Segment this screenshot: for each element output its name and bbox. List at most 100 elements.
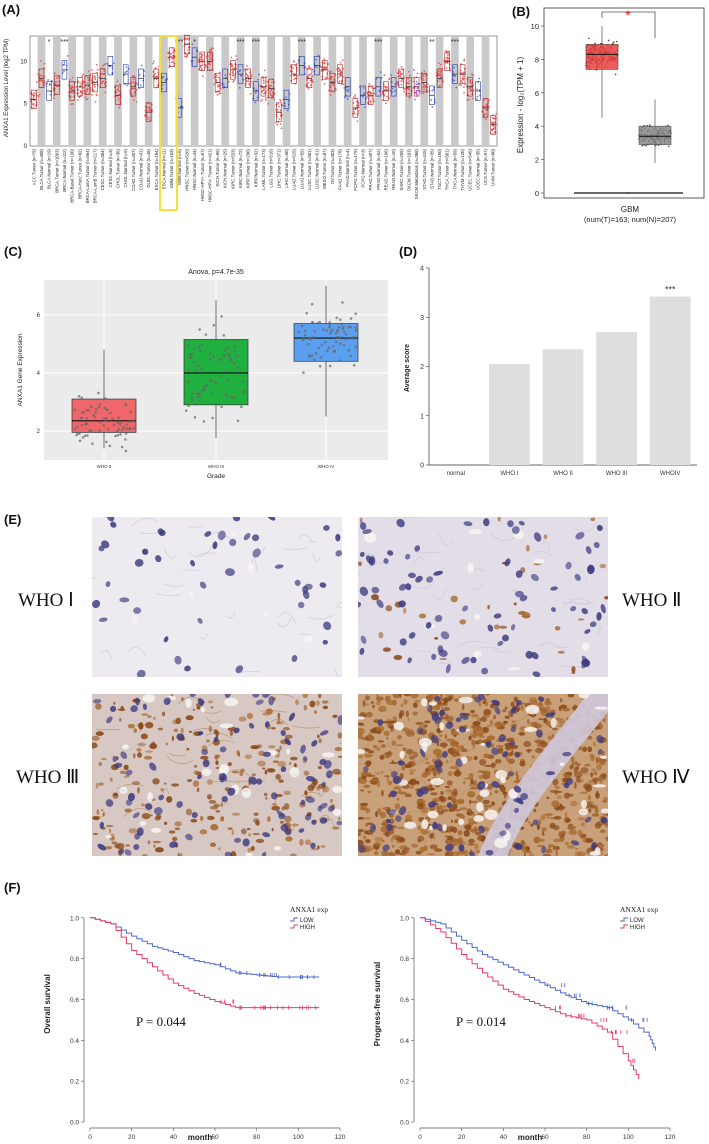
stain-granule <box>593 743 597 747</box>
panel-a-point <box>414 91 416 94</box>
stain-granule <box>511 749 514 756</box>
stain-granule <box>555 717 562 721</box>
stain-granule <box>571 670 576 675</box>
stain-granule <box>444 785 451 789</box>
stain-granule <box>253 817 260 824</box>
stain-granule <box>586 800 594 806</box>
tissue-gap <box>189 592 195 598</box>
stain-granule <box>530 721 539 727</box>
stain-granule <box>415 780 420 785</box>
tissue-fibre <box>574 522 598 532</box>
cell-nucleus <box>112 755 118 762</box>
stain-granule <box>414 700 421 703</box>
panel-a-point <box>218 71 221 74</box>
stain-granule <box>302 694 309 699</box>
panel-a-point <box>431 106 434 108</box>
tissue-gap <box>399 750 405 759</box>
panel-a-point <box>227 80 230 83</box>
stain-granule <box>358 561 363 567</box>
stain-granule <box>450 839 459 846</box>
tissue-gap <box>589 851 602 856</box>
panel-c-point <box>241 391 245 394</box>
cell-nucleus <box>497 640 504 646</box>
panel-a-point <box>323 66 326 69</box>
panel-a-point <box>106 62 108 65</box>
cell-nucleus <box>98 545 105 552</box>
stain-granule <box>393 654 403 660</box>
panel-a-point <box>445 52 448 54</box>
panel-a-point <box>278 105 281 108</box>
stain-granule <box>556 805 566 810</box>
stain-granule <box>603 853 608 856</box>
panel-c-point <box>117 416 120 419</box>
cell-nucleus <box>504 822 511 829</box>
stain-granule <box>566 844 575 849</box>
cell-nucleus <box>284 828 292 836</box>
stain-granule <box>552 778 559 786</box>
cell-nucleus <box>476 781 486 790</box>
stain-granule <box>483 753 489 759</box>
cell-nucleus <box>596 524 603 532</box>
panel-a-point <box>423 70 426 73</box>
panel-a-point <box>98 76 101 79</box>
panel-a-point <box>69 96 72 99</box>
cell-nucleus <box>444 844 454 852</box>
panel-c-point <box>297 330 301 334</box>
panel-a-point <box>256 96 259 99</box>
panel-a-xtick: READ.Tumor (n=166) <box>383 148 388 190</box>
panel-a-xtick: GBM.Normal (n=5) <box>177 148 182 185</box>
panel-c-point <box>329 329 333 333</box>
cell-nucleus <box>251 534 260 542</box>
panel-a-point <box>38 93 41 96</box>
panel-c-point <box>210 379 214 382</box>
km-curve-low <box>90 917 320 978</box>
panel-a-xtick: THYM.Tumor (n=120) <box>460 148 465 190</box>
panel-a-point <box>63 63 66 66</box>
panel-c-point <box>310 302 314 306</box>
cell-nucleus <box>212 541 218 550</box>
panel-a-point <box>339 61 342 64</box>
panel-a-band <box>297 36 306 146</box>
km-xtick: 100 <box>623 1134 634 1141</box>
panel-c-point <box>184 409 188 412</box>
stain-granule <box>597 843 605 849</box>
stain-granule <box>208 800 217 804</box>
cell-nucleus <box>227 787 236 796</box>
tissue-fibre <box>203 807 205 809</box>
panel-a-point <box>124 83 126 86</box>
cell-nucleus <box>510 726 517 733</box>
stain-granule <box>594 808 599 814</box>
panel-a-point <box>415 80 418 83</box>
stain-granule <box>486 735 496 741</box>
panel-a-point <box>373 92 375 95</box>
stain-granule <box>380 744 387 748</box>
panel-label-f: (F) <box>4 880 21 895</box>
panel-a-point <box>268 86 270 88</box>
stain-granule <box>321 700 329 704</box>
cell-nucleus <box>256 778 263 785</box>
stain-granule <box>391 740 397 746</box>
panel-c-point <box>208 357 212 361</box>
panel-c-point <box>105 440 108 444</box>
cell-nucleus <box>362 529 372 535</box>
panel-a-point <box>218 92 221 95</box>
panel-a-band <box>98 36 107 146</box>
panel-a-point <box>161 84 164 86</box>
panel-a-point <box>365 97 368 100</box>
cell-nucleus <box>562 751 572 757</box>
panel-c-point <box>87 429 91 432</box>
panel-c-xtick: WHO IV <box>318 464 335 469</box>
panel-c-point <box>312 358 316 361</box>
stain-granule <box>537 718 544 721</box>
stain-granule <box>133 753 136 759</box>
cell-nucleus <box>398 806 407 816</box>
tissue-gap <box>600 755 608 759</box>
stain-granule <box>536 823 541 830</box>
tissue-fibre <box>358 770 360 774</box>
panel-a-xtick: ACC.Tumor (n=79) <box>31 148 36 185</box>
stain-granule <box>462 849 469 856</box>
cell-nucleus <box>532 671 541 677</box>
panel-a-point <box>236 58 239 61</box>
cell-nucleus <box>233 727 240 734</box>
panel-c-point <box>235 354 239 358</box>
